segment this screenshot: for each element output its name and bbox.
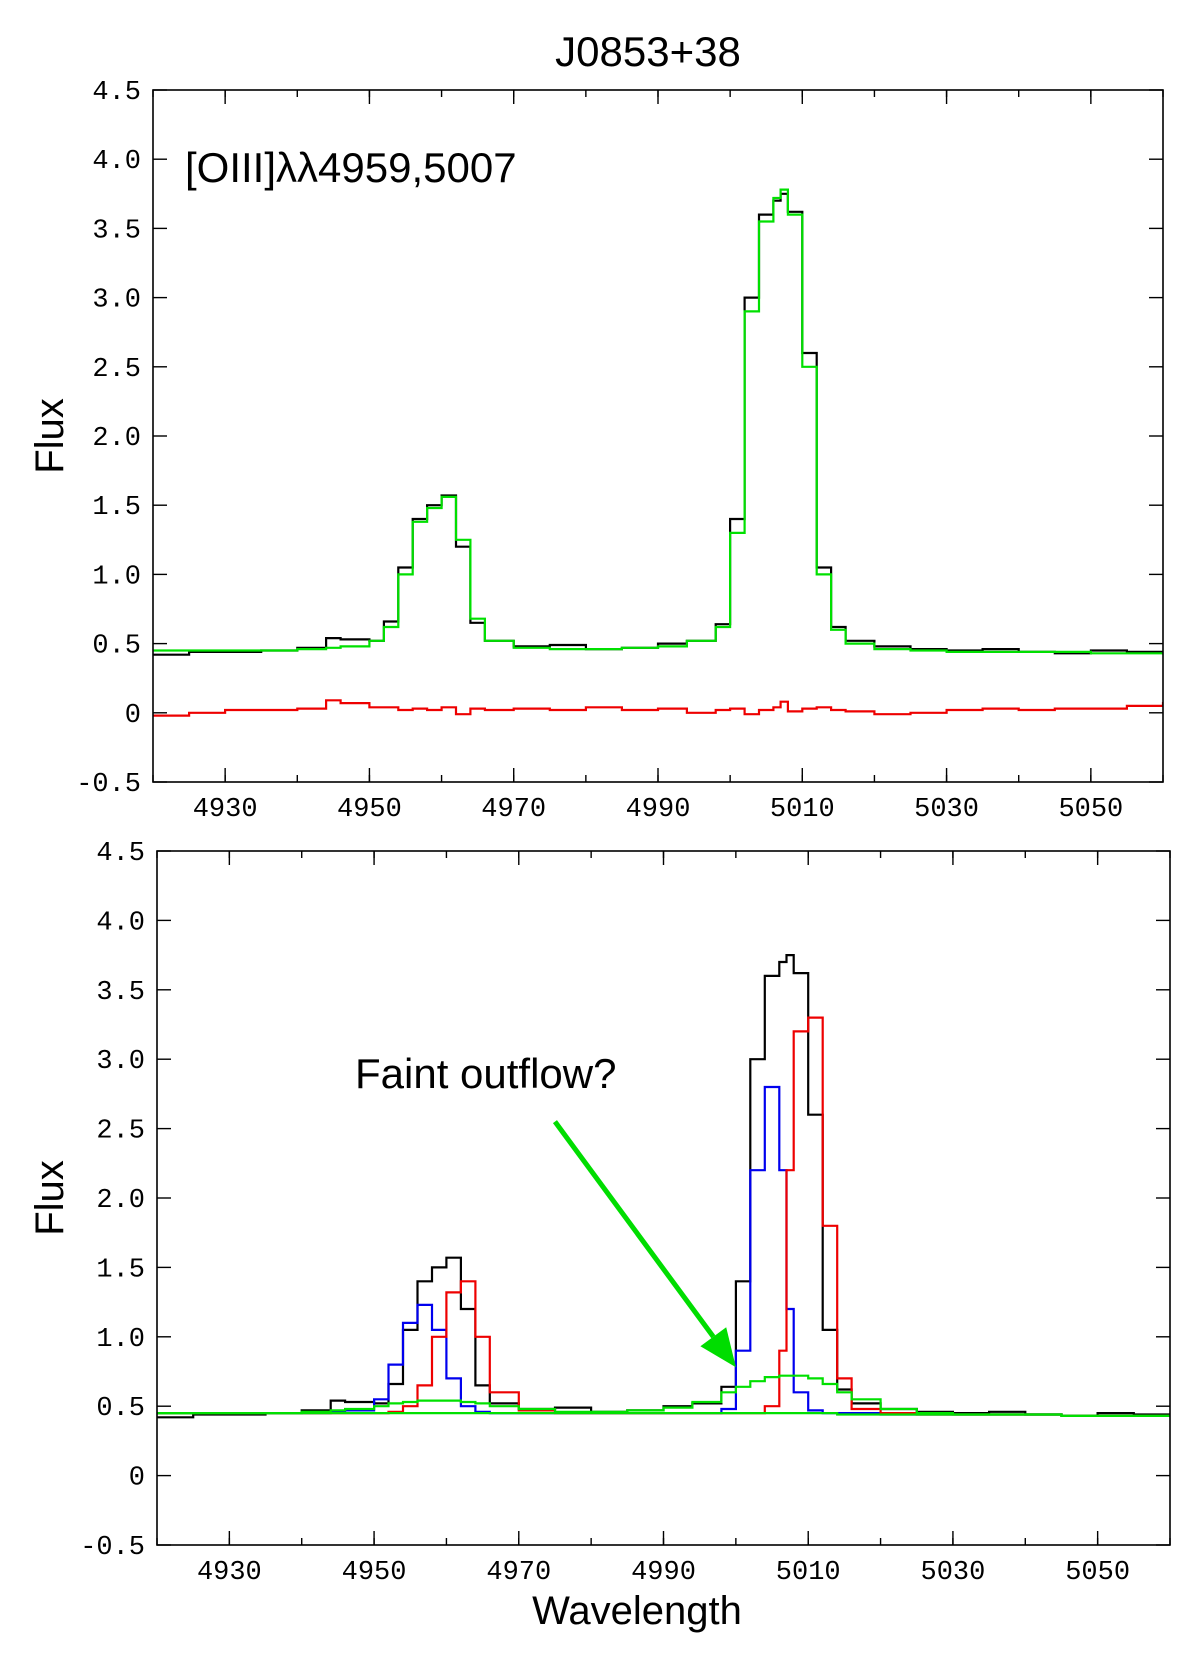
bottom-xtick-label: 4970	[486, 1558, 551, 1588]
outflow-arrow-shaft	[552, 1120, 716, 1339]
bottom-ytick-label: 1.5	[96, 1255, 145, 1285]
bottom-series-line-2	[157, 1016, 1170, 1417]
bottom-ytick-label: 0.5	[96, 1394, 145, 1424]
bottom-xtick-label: 5030	[921, 1558, 986, 1588]
bottom-panel: Wavelength Faint outflow? Flux 4930 4950 4…	[28, 839, 1171, 1633]
top-ytick-label: 3.0	[92, 286, 141, 316]
top-ytick-label: 0.5	[92, 632, 141, 662]
outflow-annotation: Faint outflow?	[355, 1050, 616, 1097]
outflow-arrow-head	[700, 1327, 736, 1368]
top-ytick-label: 1.5	[92, 493, 141, 523]
bottom-xtick-label: 4990	[631, 1558, 696, 1588]
bottom-xtick-label: 5010	[776, 1558, 841, 1588]
bottom-xtick-label: 4950	[342, 1558, 407, 1588]
top-xtick-label: 5030	[914, 795, 979, 825]
x-axis-label: Wavelength	[532, 1589, 742, 1633]
top-ticks: 4930 4950 4970 4990 5010 5030 5050 4.5 4.0 3.5 3.0…	[76, 78, 1164, 825]
bottom-ytick-label: 3.5	[96, 978, 145, 1008]
bottom-ytick-label: 4.5	[96, 839, 145, 869]
top-ytick-label: 4.5	[92, 78, 141, 108]
top-plot-frame	[152, 89, 1164, 783]
bottom-series-layer	[157, 954, 1170, 1419]
bottom-series-line-3	[157, 1374, 1170, 1417]
outflow-arrow-layer	[552, 1120, 736, 1368]
y-axis-label-bottom: Flux	[28, 1160, 72, 1236]
bottom-series-line-1	[157, 1085, 1170, 1417]
bottom-xtick-label: 5050	[1065, 1558, 1130, 1588]
top-xtick-label: 4950	[337, 795, 402, 825]
bottom-ytick-label: -0.5	[80, 1533, 145, 1563]
bottom-ytick-label: 1.0	[96, 1325, 145, 1355]
bottom-xtick-label: 4930	[197, 1558, 262, 1588]
bottom-ytick-label: 3.0	[96, 1047, 145, 1077]
top-series-line-2	[153, 699, 1163, 717]
bottom-plot-frame	[156, 850, 1171, 1546]
top-ytick-label: 2.0	[92, 424, 141, 454]
figure-title: J0853+38	[555, 28, 741, 75]
y-axis-label-top: Flux	[28, 398, 72, 474]
bottom-ticks: 4930 4950 4970 4990 5010 5030 5050 4.5 4.0 3.5 3.0…	[80, 839, 1171, 1588]
top-xtick-label: 4970	[481, 795, 546, 825]
top-ytick-label: -0.5	[76, 770, 141, 800]
top-panel: J0853+38 [OIII]λλ4959,5007 Flux 4930 4950…	[28, 28, 1164, 825]
top-xtick-label: 4930	[193, 795, 258, 825]
bottom-ytick-label: 2.5	[96, 1117, 145, 1147]
bottom-ytick-label: 2.0	[96, 1186, 145, 1216]
bottom-series-line-4	[157, 1412, 1170, 1417]
top-series-line-0	[153, 192, 1163, 656]
top-ytick-label: 1.0	[92, 562, 141, 592]
bottom-ytick-label: 4.0	[96, 908, 145, 938]
top-xtick-label: 4990	[626, 795, 691, 825]
top-ytick-label: 3.5	[92, 216, 141, 246]
top-ytick-label: 4.0	[92, 147, 141, 177]
line-annotation: [OIII]λλ4959,5007	[185, 144, 517, 191]
top-ytick-label: 2.5	[92, 355, 141, 385]
bottom-ytick-label: 0	[129, 1464, 145, 1494]
top-ytick-label: 0	[125, 701, 141, 731]
bottom-series-line-0	[157, 954, 1170, 1419]
top-series-line-1	[153, 188, 1163, 655]
top-series-layer	[153, 188, 1163, 717]
top-xtick-label: 5010	[770, 795, 835, 825]
top-xtick-label: 5050	[1058, 795, 1123, 825]
